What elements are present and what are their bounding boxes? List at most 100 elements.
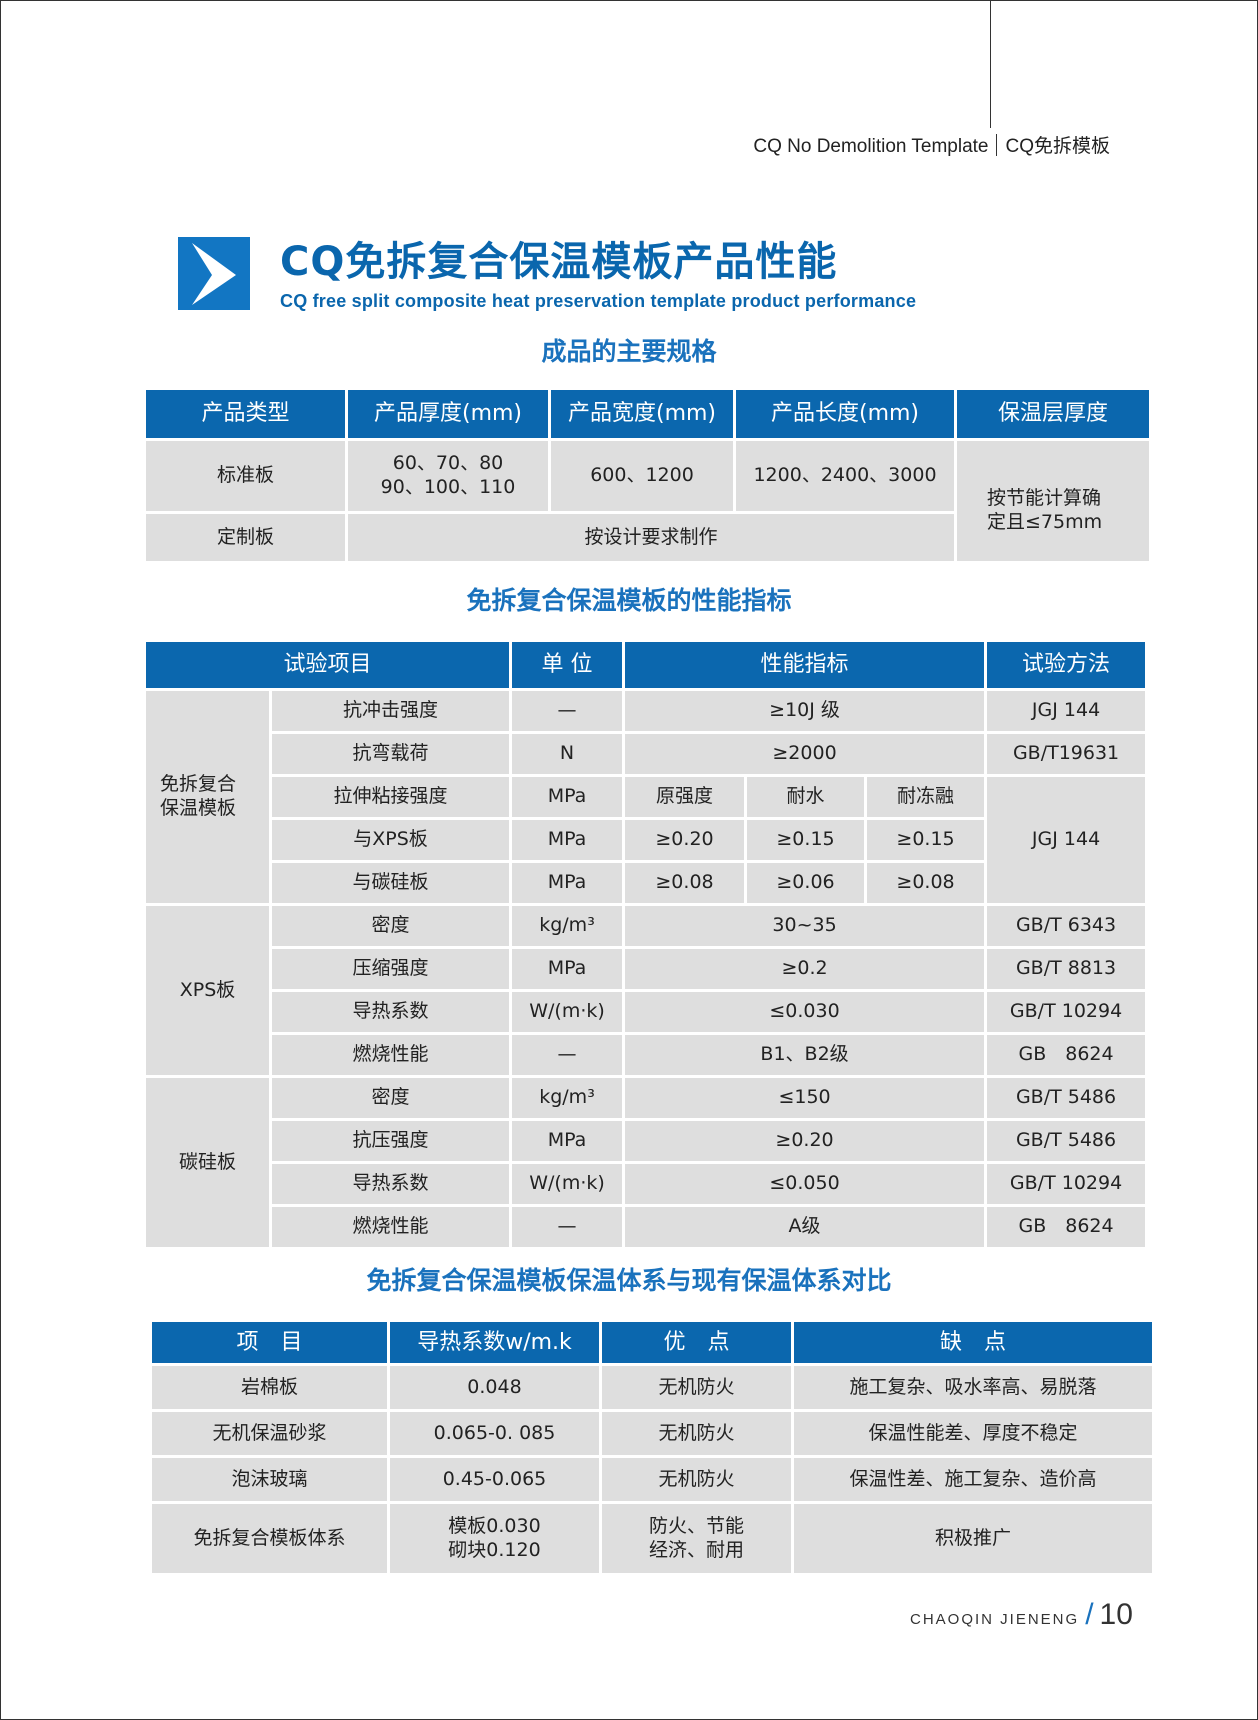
cell-line: 模板0.030 [448, 1514, 541, 1537]
cell: 无机防火 [602, 1458, 791, 1501]
page-title: CQ免拆复合保温模板产品性能 [280, 239, 838, 285]
running-header: CQ No Demolition Template CQ免拆模板 [753, 134, 1110, 159]
table-row: XPS板 密度 kg/m³ 30~35 GB/T 6343 [146, 906, 1146, 1075]
cell: A级 [625, 1207, 985, 1247]
table-row: 定制板 按设计要求制作 [146, 514, 1149, 561]
cell: 拉伸粘接强度 [272, 777, 510, 817]
cell: 防火、节能 经济、耐用 [602, 1504, 791, 1573]
cell: MPa [512, 949, 623, 989]
col-header: 产品长度(mm) [736, 390, 954, 438]
cell: 定制板 [146, 514, 345, 561]
cell: GB/T 8813 [987, 949, 1146, 989]
header-separator [996, 134, 998, 156]
perf-table: 试验项目 单 位 性能指标 试验方法 免拆复合 保温模板 抗冲击强度 — ≥10J… [143, 639, 1148, 1250]
footer-slash: / [1085, 1598, 1094, 1631]
cell: 按节能计算确 定且≤75mm [957, 441, 1149, 561]
cell: 耐冻融 [867, 777, 985, 817]
cell: ≥0.20 [625, 820, 745, 860]
cell: 密度 [272, 906, 510, 946]
page-number: 10 [1099, 1598, 1133, 1631]
cell: 抗弯载荷 [272, 734, 510, 774]
cell: MPa [512, 820, 623, 860]
table-row: 压缩强度 MPa ≥0.2 GB/T 8813 [146, 949, 1146, 989]
cell: 燃烧性能 [272, 1207, 510, 1247]
cell: GB 8624 [987, 1207, 1146, 1247]
cell: GB/T19631 [987, 734, 1146, 774]
header-divider [990, 0, 991, 128]
cell: 标准板 [146, 441, 345, 511]
cell: ≥0.2 [625, 949, 985, 989]
cell: 无机防火 [602, 1412, 791, 1455]
cell: 压缩强度 [272, 949, 510, 989]
cell-line: 经济、耐用 [648, 1538, 744, 1561]
cell: GB/T 5486 [987, 1121, 1146, 1161]
cell: 保温性差、施工复杂、造价高 [794, 1458, 1152, 1501]
cell: ≥0.15 [747, 820, 865, 860]
cell: — [512, 1035, 623, 1075]
cell: JGJ 144 [987, 777, 1146, 903]
cell: 免拆复合模板体系 [152, 1504, 387, 1573]
footer-brand: CHAOQIN JIENENG [910, 1611, 1080, 1628]
cell: 耐水 [747, 777, 865, 817]
page-footer: CHAOQIN JIENENG /10 [910, 1598, 1133, 1632]
cell: W/(m·k) [512, 1164, 623, 1204]
spec-table: 产品类型 产品厚度(mm) 产品宽度(mm) 产品长度(mm) 保温层厚度 标准… [143, 387, 1152, 564]
cell: GB/T 5486 [987, 1078, 1146, 1118]
page-subtitle: CQ free split composite heat preservatio… [280, 291, 917, 311]
cell: 1200、2400、3000 [736, 441, 954, 511]
cell: 按设计要求制作 [348, 514, 954, 561]
cell: ≥0.08 [867, 863, 985, 903]
cell: 积极推广 [794, 1504, 1152, 1573]
cell-line: 按节能计算确 [987, 487, 1102, 510]
cell: 保温性能差、厚度不稳定 [794, 1412, 1152, 1455]
cell: — [512, 1207, 623, 1247]
col-header: 产品宽度(mm) [551, 390, 733, 438]
table-row: 燃烧性能 — A级 GB 8624 [146, 1207, 1146, 1247]
cell: GB 8624 [987, 1035, 1146, 1075]
cell: MPa [512, 863, 623, 903]
cell: 抗压强度 [272, 1121, 510, 1161]
chevron-right-icon [178, 237, 250, 310]
cell: 岩棉板 [152, 1366, 387, 1409]
table-row: 抗弯载荷 N ≥2000 GB/T19631 [146, 734, 1146, 774]
perf-heading: 免拆复合保温模板的性能指标 [466, 586, 792, 615]
group-label: XPS板 [146, 906, 269, 1075]
cell: 无机防火 [602, 1366, 791, 1409]
cell: 无机保温砂浆 [152, 1412, 387, 1455]
col-header: 试验项目 [146, 642, 510, 688]
table-row: 拉伸粘接强度 MPa 原强度 耐水 耐冻融 JGJ 144 [146, 777, 1146, 903]
cell: 0.065-0. 085 [390, 1412, 599, 1455]
table-row: 免拆复合模板体系 模板0.030 砌块0.120 防火、节能 经济、耐用 积极推广 [152, 1504, 1152, 1573]
cell: 泡沫玻璃 [152, 1458, 387, 1501]
table-row: 与XPS板 MPa ≥0.20 ≥0.15 ≥0.15 [146, 820, 1145, 860]
cell: 抗冲击强度 [272, 691, 510, 731]
col-header: 保温层厚度 [957, 390, 1149, 438]
cell: 模板0.030 砌块0.120 [390, 1504, 599, 1573]
cell-line: 防火、节能 [648, 1514, 744, 1537]
cell: GB/T 6343 [987, 906, 1146, 946]
cell: ≥10J 级 [625, 691, 985, 731]
cell-line: 90、100、110 [380, 476, 516, 498]
cell: 燃烧性能 [272, 1035, 510, 1075]
cell: GB/T 10294 [987, 1164, 1146, 1204]
table-row: 碳硅板 密度 kg/m³ ≤150 GB/T 5486 [146, 1078, 1146, 1247]
compare-table: 项 目 导热系数w/m.k 优 点 缺 点 岩棉板 0.048 无机防火 施工复… [149, 1319, 1155, 1576]
table-row: 导热系数 W/(m·k) ≤0.030 GB/T 10294 [146, 992, 1146, 1032]
cell: 30~35 [625, 906, 985, 946]
cell: ≥0.20 [625, 1121, 985, 1161]
col-header: 单 位 [512, 642, 623, 688]
cell: kg/m³ [512, 1078, 623, 1118]
cell: 与XPS板 [272, 820, 510, 860]
col-header: 优 点 [602, 1322, 791, 1363]
cell: ≤0.030 [625, 992, 985, 1032]
cell: 施工复杂、吸水率高、易脱落 [794, 1366, 1152, 1409]
group-label: 免拆复合 保温模板 [146, 691, 269, 903]
compare-heading: 免拆复合保温模板保温体系与现有保温体系对比 [366, 1266, 892, 1295]
col-header: 试验方法 [987, 642, 1146, 688]
col-header: 导热系数w/m.k [390, 1322, 599, 1363]
cell: ≤150 [625, 1078, 985, 1118]
table-row: 泡沫玻璃 0.45-0.065 无机防火 保温性差、施工复杂、造价高 [152, 1458, 1152, 1501]
cell: 600、1200 [551, 441, 733, 511]
cell: MPa [512, 1121, 623, 1161]
table-row: 岩棉板 0.048 无机防火 施工复杂、吸水率高、易脱落 [152, 1366, 1152, 1409]
